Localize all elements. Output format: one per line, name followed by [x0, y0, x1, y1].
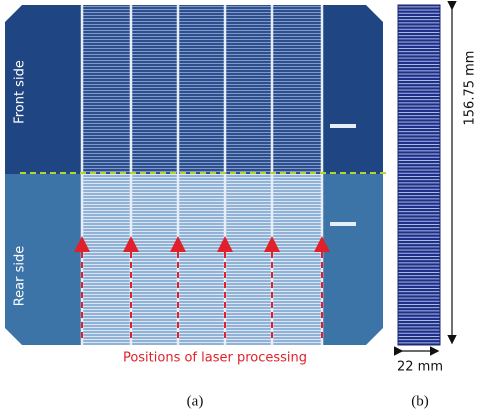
rear-label: Rear side [13, 246, 28, 307]
width-label: 22 mm [397, 360, 443, 375]
front-label: Front side [13, 60, 28, 124]
caption-b: (b) [411, 393, 429, 409]
laser-label: Positions of laser processing [123, 351, 307, 366]
height-label: 156.75 mm [463, 51, 478, 126]
solar-cell [5, 5, 383, 345]
figure: Front side Rear side Positions of laser … [0, 0, 481, 417]
caption-a: (a) [187, 393, 204, 409]
cell-strip [398, 5, 440, 345]
